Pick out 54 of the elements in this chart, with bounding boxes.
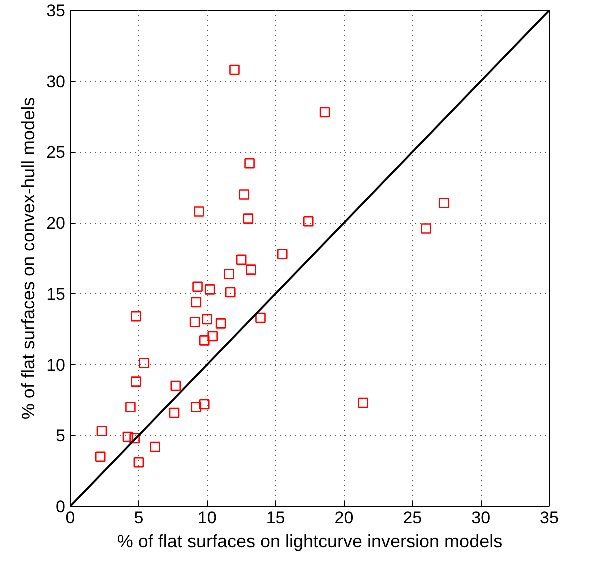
point — [96, 426, 108, 437]
y-tick-label: 35 — [46, 2, 66, 20]
point — [236, 254, 247, 266]
point — [230, 64, 240, 76]
point — [194, 206, 204, 217]
y-tick-label: 15 — [46, 284, 66, 304]
point — [199, 336, 210, 346]
point — [225, 287, 236, 298]
x-tick-label: 10 — [198, 508, 217, 528]
point — [131, 376, 142, 387]
point — [202, 314, 213, 325]
point — [421, 224, 432, 234]
y-tick-label: 5 — [56, 426, 66, 446]
y-axis-title: % of flat surfaces on convex-hull models — [18, 97, 39, 420]
point — [139, 358, 150, 369]
point — [192, 282, 203, 292]
point — [246, 264, 256, 275]
y-tick-label: 10 — [46, 356, 66, 375]
point — [243, 214, 254, 224]
point — [122, 432, 134, 442]
x-tick-label: 15 — [266, 508, 286, 528]
point — [303, 216, 314, 227]
y-tick-label: 30 — [46, 72, 66, 92]
point — [204, 284, 216, 295]
point — [169, 408, 180, 418]
point — [150, 442, 160, 452]
point — [216, 318, 226, 329]
point — [190, 317, 200, 328]
point — [208, 331, 218, 342]
point — [191, 402, 202, 412]
x-tick-label: 35 — [540, 508, 559, 528]
y-tick-label: 20 — [46, 214, 66, 234]
x-axis-title: % of flat surfaces on lightcurve inversion models — [117, 532, 503, 552]
point — [126, 402, 136, 412]
point — [277, 249, 288, 260]
x-tick-label: 30 — [472, 508, 491, 528]
x-tick-label: 25 — [403, 508, 422, 528]
point — [95, 452, 106, 462]
point — [239, 190, 250, 200]
point — [438, 198, 450, 208]
point — [170, 380, 182, 392]
point — [320, 107, 330, 118]
point — [224, 268, 234, 280]
point — [131, 311, 142, 322]
point — [130, 433, 140, 444]
point — [244, 158, 255, 169]
x-tick-label: 20 — [334, 508, 354, 528]
point — [358, 398, 369, 408]
point — [256, 312, 266, 324]
point — [191, 297, 202, 308]
x-tick-label: 5 — [134, 508, 144, 528]
point — [199, 399, 210, 410]
y-tick-label: 25 — [46, 143, 66, 162]
point — [134, 457, 144, 468]
